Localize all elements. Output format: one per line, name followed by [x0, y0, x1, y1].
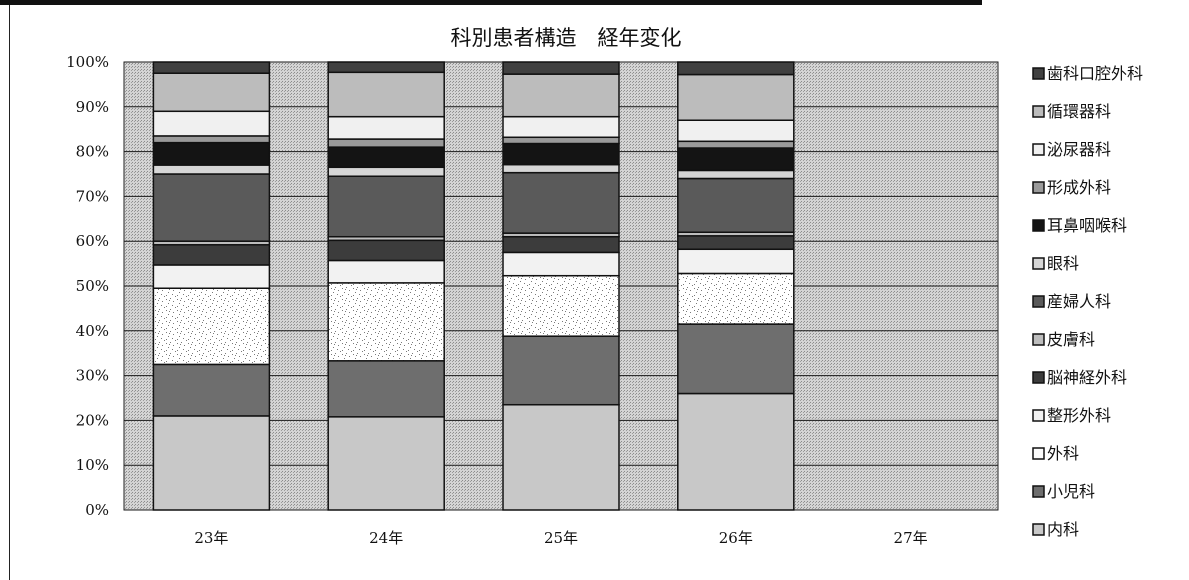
bar-segment: [328, 417, 444, 510]
bar-segment: [328, 139, 444, 147]
y-tick-label: 60%: [76, 232, 109, 250]
bar-segment: [678, 273, 794, 324]
bar-segment: [153, 288, 269, 364]
y-tick-label: 10%: [76, 456, 109, 474]
bar-segment: [678, 249, 794, 273]
x-tick-label: 24年: [369, 529, 403, 547]
legend-label: 皮膚科: [1047, 330, 1095, 349]
x-axis: 23年 24年 25年 26年 27年: [194, 529, 927, 547]
legend-swatch: [1033, 372, 1044, 383]
bar-segment: [503, 62, 619, 74]
legend-swatch: [1033, 334, 1044, 345]
legend-label: 耳鼻咽喉科: [1047, 216, 1127, 235]
bar-segment: [678, 394, 794, 510]
bar-segment: [678, 170, 794, 178]
bar-segment: [503, 74, 619, 117]
legend-swatch: [1033, 486, 1044, 497]
bar-segment: [328, 361, 444, 417]
bar-segment: [153, 143, 269, 165]
y-tick-label: 100%: [66, 53, 109, 71]
legend-swatch: [1033, 448, 1044, 459]
bar-segment: [328, 260, 444, 282]
legend-label: 形成外科: [1047, 178, 1111, 197]
legend-label: 脳神経外科: [1047, 368, 1127, 387]
y-tick-label: 40%: [76, 322, 109, 340]
bar-segment: [153, 111, 269, 136]
bar-segment: [328, 117, 444, 139]
bar-segment: [678, 62, 794, 75]
legend-label: 泌尿器科: [1047, 140, 1111, 159]
y-tick-label: 0%: [85, 501, 109, 519]
bar-segment: [503, 276, 619, 336]
bar-segment: [678, 141, 794, 148]
legend-label: 歯科口腔外科: [1047, 64, 1143, 83]
bar-segment: [678, 178, 794, 232]
legend-swatch: [1033, 182, 1044, 193]
legend-label: 整形外科: [1047, 406, 1111, 425]
bar-segment: [328, 240, 444, 260]
bar-segment: [328, 167, 444, 176]
bar-segment: [328, 62, 444, 72]
bar-segment: [153, 73, 269, 111]
x-tick-label: 23年: [194, 529, 228, 547]
x-tick-label: 26年: [719, 529, 753, 547]
bar-segment: [503, 405, 619, 510]
y-tick-label: 50%: [76, 277, 109, 295]
legend-swatch: [1033, 524, 1044, 535]
legend-label: 外科: [1047, 444, 1079, 463]
legend-label: 循環器科: [1047, 102, 1111, 121]
bar-segment: [678, 324, 794, 393]
bar-segment: [503, 252, 619, 275]
legend-label: 産婦人科: [1047, 292, 1111, 311]
legend-swatch: [1033, 258, 1044, 269]
bar-segment: [153, 245, 269, 265]
bar-segment: [153, 416, 269, 510]
bar-segment: [503, 336, 619, 405]
bar-segment: [153, 136, 269, 143]
bar-segment: [503, 165, 619, 173]
y-tick-label: 30%: [76, 367, 109, 385]
x-tick-label: 27年: [894, 529, 928, 547]
plot-area: [124, 62, 998, 510]
x-tick-label: 25年: [544, 529, 578, 547]
bar-segment: [328, 147, 444, 167]
legend-swatch: [1033, 106, 1044, 117]
bar-segment: [678, 75, 794, 121]
bar-segment: [153, 174, 269, 241]
bar-segment: [503, 173, 619, 233]
y-tick-label: 70%: [76, 187, 109, 205]
legend-swatch: [1033, 144, 1044, 155]
bar-segment: [328, 72, 444, 116]
chart-title: 科別患者構造 経年変化: [451, 26, 682, 50]
y-tick-label: 90%: [76, 98, 109, 116]
legend-swatch: [1033, 296, 1044, 307]
bar-segment: [153, 165, 269, 174]
legend: 歯科口腔外科循環器科泌尿器科形成外科耳鼻咽喉科眼科産婦人科皮膚科脳神経外科整形外…: [1033, 64, 1143, 539]
y-axis: 0% 10% 20% 30% 40% 50% 60% 70% 80% 90% 100%: [66, 53, 109, 519]
legend-swatch: [1033, 68, 1044, 79]
legend-swatch: [1033, 410, 1044, 421]
y-tick-label: 80%: [76, 143, 109, 161]
bar-segment: [328, 283, 444, 361]
bar-segment: [678, 120, 794, 141]
top-rule: [0, 0, 982, 5]
bar-segment: [503, 237, 619, 253]
bar-segment: [153, 62, 269, 73]
bar-segment: [328, 176, 444, 236]
legend-swatch: [1033, 220, 1044, 231]
y-tick-label: 20%: [76, 411, 109, 429]
legend-label: 眼科: [1047, 254, 1079, 273]
bar-segment: [153, 265, 269, 288]
bar-segment: [153, 364, 269, 416]
bar-segment: [503, 117, 619, 138]
bar-segment: [503, 137, 619, 143]
bar-segment: [678, 148, 794, 170]
bar-segment: [503, 144, 619, 165]
bar-segment: [678, 236, 794, 249]
legend-label: 内科: [1047, 520, 1079, 539]
legend-label: 小児科: [1047, 482, 1095, 501]
